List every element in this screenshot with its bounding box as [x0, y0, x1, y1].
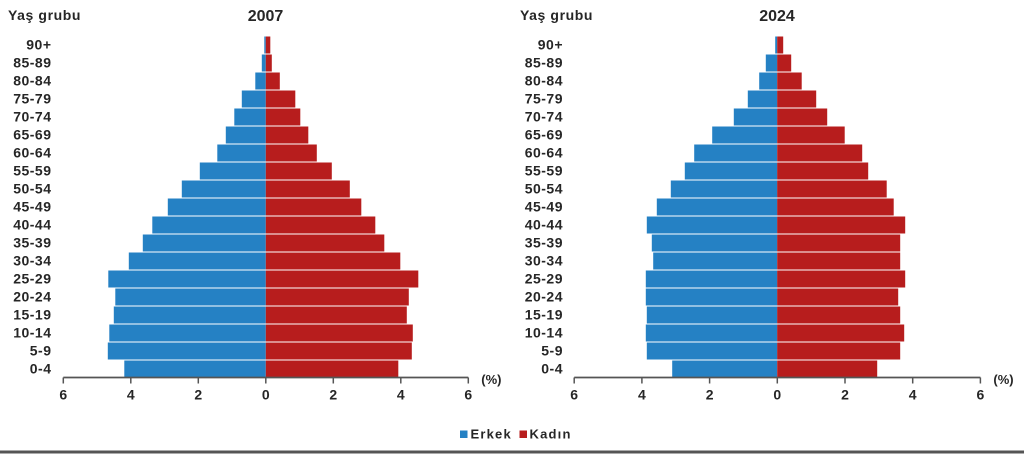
svg-text:10-14: 10-14	[13, 325, 51, 341]
svg-text:2007: 2007	[248, 8, 284, 25]
svg-text:2: 2	[329, 387, 337, 403]
svg-text:55-59: 55-59	[525, 163, 563, 179]
svg-text:50-54: 50-54	[525, 181, 563, 197]
svg-text:5-9: 5-9	[30, 343, 52, 359]
svg-text:0: 0	[262, 387, 270, 403]
svg-text:55-59: 55-59	[13, 163, 51, 179]
svg-text:30-34: 30-34	[13, 253, 51, 269]
svg-text:70-74: 70-74	[13, 109, 51, 125]
svg-text:4: 4	[909, 387, 917, 403]
svg-text:60-64: 60-64	[525, 145, 563, 161]
svg-text:90+: 90+	[538, 37, 563, 53]
svg-text:20-24: 20-24	[525, 289, 563, 305]
svg-text:90+: 90+	[26, 37, 51, 53]
svg-text:25-29: 25-29	[13, 271, 51, 287]
svg-text:6: 6	[59, 387, 67, 403]
svg-text:45-49: 45-49	[525, 199, 563, 215]
svg-text:6: 6	[570, 387, 578, 403]
svg-text:4: 4	[127, 387, 135, 403]
svg-text:6: 6	[464, 387, 472, 403]
svg-text:65-69: 65-69	[525, 127, 563, 143]
svg-text:15-19: 15-19	[525, 307, 563, 323]
svg-text:Erkek: Erkek	[471, 427, 512, 442]
svg-text:4: 4	[397, 387, 405, 403]
svg-text:Kadın: Kadın	[530, 427, 572, 442]
svg-text:2: 2	[706, 387, 714, 403]
svg-text:0-4: 0-4	[541, 361, 563, 377]
svg-text:80-84: 80-84	[13, 73, 51, 89]
svg-text:65-69: 65-69	[13, 127, 51, 143]
svg-text:85-89: 85-89	[13, 55, 51, 71]
svg-text:50-54: 50-54	[13, 181, 51, 197]
svg-text:15-19: 15-19	[13, 307, 51, 323]
svg-text:75-79: 75-79	[525, 91, 563, 107]
svg-text:2: 2	[841, 387, 849, 403]
svg-text:85-89: 85-89	[525, 55, 563, 71]
svg-text:40-44: 40-44	[525, 217, 563, 233]
svg-text:2024: 2024	[759, 8, 795, 25]
svg-text:70-74: 70-74	[525, 109, 563, 125]
svg-text:Yaş grubu: Yaş grubu	[8, 7, 81, 23]
svg-text:35-39: 35-39	[13, 235, 51, 251]
svg-text:Yaş grubu: Yaş grubu	[520, 7, 593, 23]
svg-text:45-49: 45-49	[13, 199, 51, 215]
svg-text:75-79: 75-79	[13, 91, 51, 107]
svg-text:6: 6	[977, 387, 985, 403]
svg-text:10-14: 10-14	[525, 325, 563, 341]
svg-text:4: 4	[638, 387, 646, 403]
svg-text:20-24: 20-24	[13, 289, 51, 305]
svg-text:2: 2	[194, 387, 202, 403]
svg-text:35-39: 35-39	[525, 235, 563, 251]
svg-text:5-9: 5-9	[541, 343, 563, 359]
svg-text:(%): (%)	[993, 372, 1013, 387]
svg-text:40-44: 40-44	[13, 217, 51, 233]
svg-text:80-84: 80-84	[525, 73, 563, 89]
svg-text:0: 0	[773, 387, 781, 403]
svg-text:25-29: 25-29	[525, 271, 563, 287]
svg-text:(%): (%)	[481, 372, 501, 387]
svg-text:0-4: 0-4	[30, 361, 52, 377]
svg-text:30-34: 30-34	[525, 253, 563, 269]
svg-text:60-64: 60-64	[13, 145, 51, 161]
